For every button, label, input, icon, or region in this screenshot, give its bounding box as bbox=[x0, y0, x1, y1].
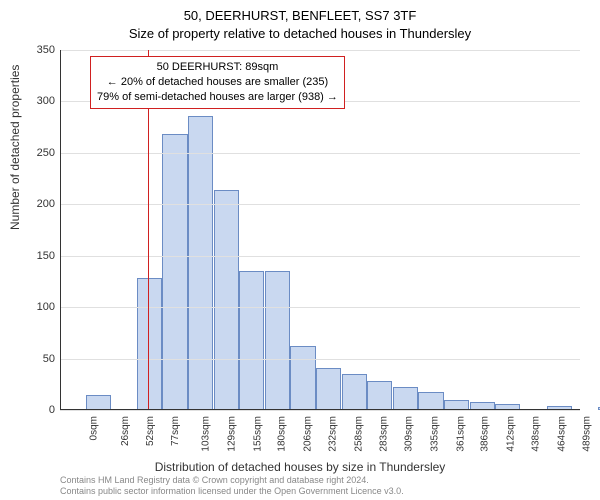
histogram-bar bbox=[137, 278, 162, 410]
annotation-box: 50 DEERHURST: 89sqm ← 20% of detached ho… bbox=[90, 56, 345, 109]
histogram-bar bbox=[367, 381, 392, 410]
footer-line2: Contains public sector information licen… bbox=[60, 486, 404, 496]
x-tick-label: 412sqm bbox=[505, 416, 516, 452]
plot-area: 50 DEERHURST: 89sqm ← 20% of detached ho… bbox=[60, 50, 580, 410]
y-tick-label: 200 bbox=[25, 198, 55, 210]
histogram-bar bbox=[162, 134, 187, 410]
x-tick-label: 361sqm bbox=[455, 416, 466, 452]
x-tick-label: 232sqm bbox=[328, 416, 339, 452]
x-axis-line bbox=[60, 409, 580, 410]
y-axis-line bbox=[60, 50, 61, 410]
histogram-bar bbox=[265, 271, 290, 410]
histogram-bar bbox=[316, 368, 341, 410]
y-tick-label: 250 bbox=[25, 147, 55, 159]
y-axis-title: Number of detached properties bbox=[8, 65, 22, 230]
gridline bbox=[60, 204, 580, 205]
x-tick-label: 464sqm bbox=[557, 416, 568, 452]
x-tick-label: 77sqm bbox=[170, 416, 181, 446]
y-tick-label: 0 bbox=[25, 404, 55, 416]
x-tick-label: 489sqm bbox=[581, 416, 592, 452]
annotation-line3: 79% of semi-detached houses are larger (… bbox=[97, 91, 338, 103]
y-tick-label: 50 bbox=[25, 353, 55, 365]
x-tick-label: 0sqm bbox=[88, 416, 99, 440]
x-tick-label: 258sqm bbox=[354, 416, 365, 452]
histogram-bar bbox=[239, 271, 264, 410]
x-tick-label: 335sqm bbox=[430, 416, 441, 452]
x-tick-label: 180sqm bbox=[277, 416, 288, 452]
gridline bbox=[60, 410, 580, 411]
x-tick-label: 309sqm bbox=[404, 416, 415, 452]
histogram-bar bbox=[290, 346, 315, 410]
x-axis-title: Distribution of detached houses by size … bbox=[0, 460, 600, 474]
y-tick-label: 100 bbox=[25, 301, 55, 313]
histogram-bar bbox=[418, 392, 443, 411]
chart-title-line2: Size of property relative to detached ho… bbox=[0, 26, 600, 41]
y-tick-label: 150 bbox=[25, 250, 55, 262]
histogram-bar bbox=[214, 190, 239, 410]
gridline bbox=[60, 359, 580, 360]
x-tick-label: 283sqm bbox=[378, 416, 389, 452]
x-tick-label: 386sqm bbox=[480, 416, 491, 452]
x-tick-label: 206sqm bbox=[302, 416, 313, 452]
chart-title-line1: 50, DEERHURST, BENFLEET, SS7 3TF bbox=[0, 8, 600, 23]
gridline bbox=[60, 50, 580, 51]
histogram-bar bbox=[393, 387, 418, 410]
x-tick-label: 155sqm bbox=[252, 416, 263, 452]
gridline bbox=[60, 307, 580, 308]
y-tick-label: 300 bbox=[25, 95, 55, 107]
annotation-line1: 50 DEERHURST: 89sqm bbox=[157, 61, 279, 73]
x-tick-label: 129sqm bbox=[227, 416, 238, 452]
histogram-bar bbox=[342, 374, 367, 410]
gridline bbox=[60, 153, 580, 154]
x-tick-label: 52sqm bbox=[145, 416, 156, 446]
annotation-line2: ← 20% of detached houses are smaller (23… bbox=[107, 76, 328, 88]
x-tick-label: 26sqm bbox=[120, 416, 131, 446]
histogram-bar bbox=[188, 116, 213, 410]
y-tick-label: 350 bbox=[25, 44, 55, 56]
footer-line1: Contains HM Land Registry data © Crown c… bbox=[60, 475, 369, 485]
gridline bbox=[60, 256, 580, 257]
x-tick-label: 103sqm bbox=[201, 416, 212, 452]
histogram-bar bbox=[86, 395, 111, 410]
x-tick-label: 438sqm bbox=[531, 416, 542, 452]
